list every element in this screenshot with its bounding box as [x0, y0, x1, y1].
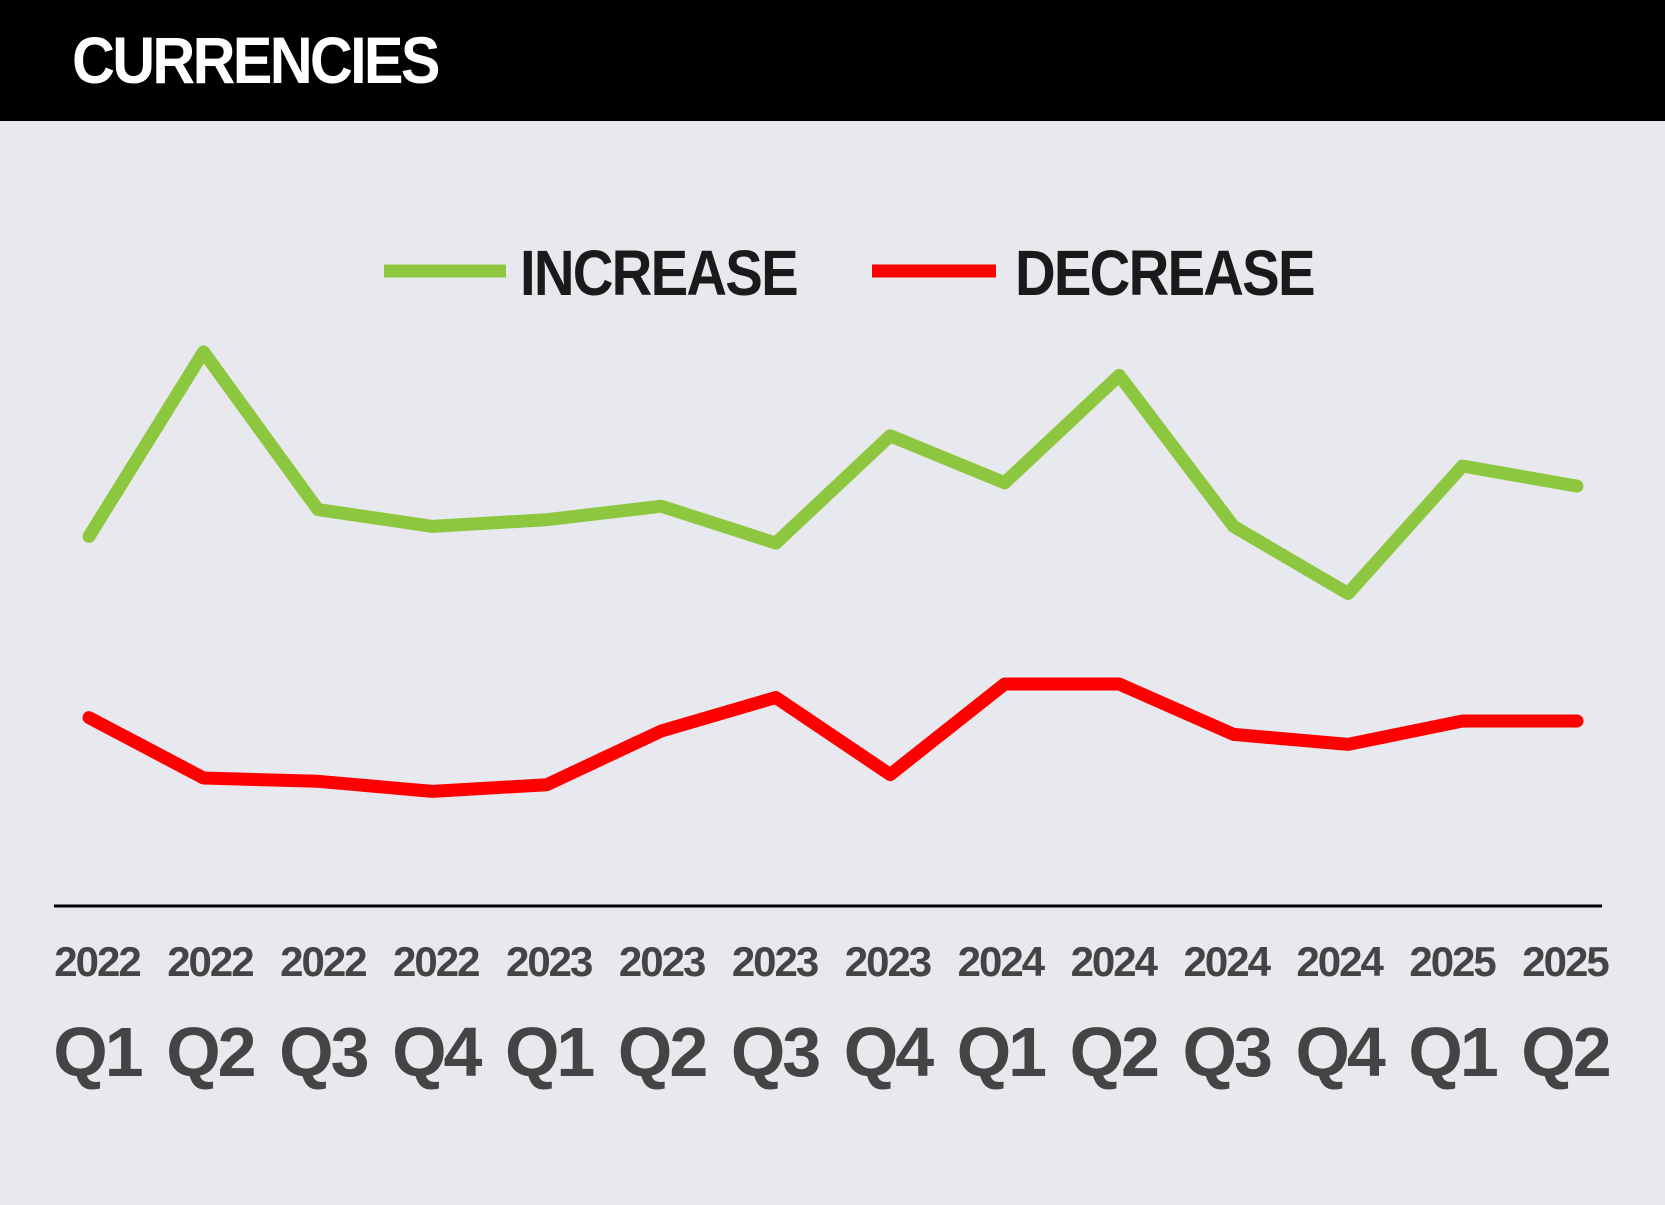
- x-tick-quarter: Q3: [1183, 1013, 1271, 1091]
- x-tick-year: 2024: [958, 938, 1046, 985]
- x-tick-2: 2022 Q2: [166, 938, 254, 1091]
- x-tick-labels: 2022Q12022Q22022Q32022Q42023Q12023Q22023…: [53, 938, 1609, 1091]
- x-tick-year: 2025: [1409, 938, 1496, 985]
- line-chart: INCREASE DECREASE 2022 Q1 2022 Q2 2022 Q3 2022 Q…: [0, 121, 1665, 1200]
- x-tick-quarter: Q2: [618, 1013, 706, 1091]
- legend-label-decrease: DECREASE: [1015, 237, 1314, 309]
- x-tick-quarter: Q2: [1521, 1013, 1609, 1091]
- x-tick-year: 2023: [845, 938, 931, 985]
- series-layer: [89, 352, 1577, 792]
- x-tick-year: 2022: [54, 938, 140, 985]
- x-tick-4: 2022 Q4: [392, 938, 482, 1091]
- x-tick-quarter: Q2: [1070, 1013, 1158, 1091]
- x-tick-year: 2024: [1184, 938, 1272, 985]
- x-tick-5: 2023 Q1: [505, 938, 593, 1091]
- x-tick-11: 2024 Q3: [1183, 938, 1272, 1091]
- x-tick-quarter: Q4: [844, 1013, 934, 1091]
- x-tick-10: 2024 Q2: [1070, 938, 1159, 1091]
- chart-area: INCREASE DECREASE 2022 Q1 2022 Q2 2022 Q3 2022 Q…: [0, 121, 1665, 1200]
- series-decrease: [89, 684, 1577, 792]
- page-title: CURRENCIES: [72, 20, 438, 100]
- x-tick-year: 2022: [167, 938, 253, 985]
- x-tick-year: 2023: [506, 938, 592, 985]
- x-tick-14: 2025 Q2: [1521, 938, 1609, 1091]
- x-tick-quarter: Q1: [1408, 1013, 1496, 1091]
- x-tick-quarter: Q1: [505, 1013, 593, 1091]
- x-tick-6: 2023 Q2: [618, 938, 706, 1091]
- legend: INCREASE DECREASE: [384, 237, 1314, 309]
- x-tick-13: 2025 Q1: [1408, 938, 1496, 1091]
- x-tick-quarter: Q1: [53, 1013, 141, 1091]
- x-tick-quarter: Q2: [166, 1013, 254, 1091]
- x-tick-year: 2024: [1296, 938, 1384, 985]
- x-tick-7: 2023 Q3: [731, 938, 819, 1091]
- x-tick-year: 2024: [1071, 938, 1159, 985]
- x-tick-year: 2025: [1522, 938, 1609, 985]
- x-tick-8: 2023 Q4: [844, 938, 934, 1091]
- legend-item-decrease: DECREASE: [872, 237, 1314, 309]
- legend-label-increase: INCREASE: [520, 237, 797, 309]
- x-tick-1: 2022 Q1: [53, 938, 141, 1091]
- x-tick-year: 2023: [732, 938, 818, 985]
- x-tick-3: 2022 Q3: [279, 938, 367, 1091]
- x-tick-year: 2022: [280, 938, 366, 985]
- x-tick-quarter: Q4: [1295, 1013, 1385, 1091]
- x-tick-quarter: Q3: [731, 1013, 819, 1091]
- series-line-decrease: [89, 684, 1577, 791]
- x-tick-9: 2024 Q1: [957, 938, 1046, 1091]
- header-bar: CURRENCIES: [0, 0, 1665, 121]
- x-tick-year: 2022: [393, 938, 479, 985]
- x-tick-year: 2023: [619, 938, 705, 985]
- x-tick-quarter: Q3: [279, 1013, 367, 1091]
- x-tick-quarter: Q1: [957, 1013, 1045, 1091]
- series-line-increase: [89, 352, 1577, 594]
- series-increase: [89, 352, 1577, 594]
- legend-item-increase: INCREASE: [384, 237, 797, 309]
- x-tick-12: 2024 Q4: [1295, 938, 1385, 1091]
- x-tick-quarter: Q4: [392, 1013, 482, 1091]
